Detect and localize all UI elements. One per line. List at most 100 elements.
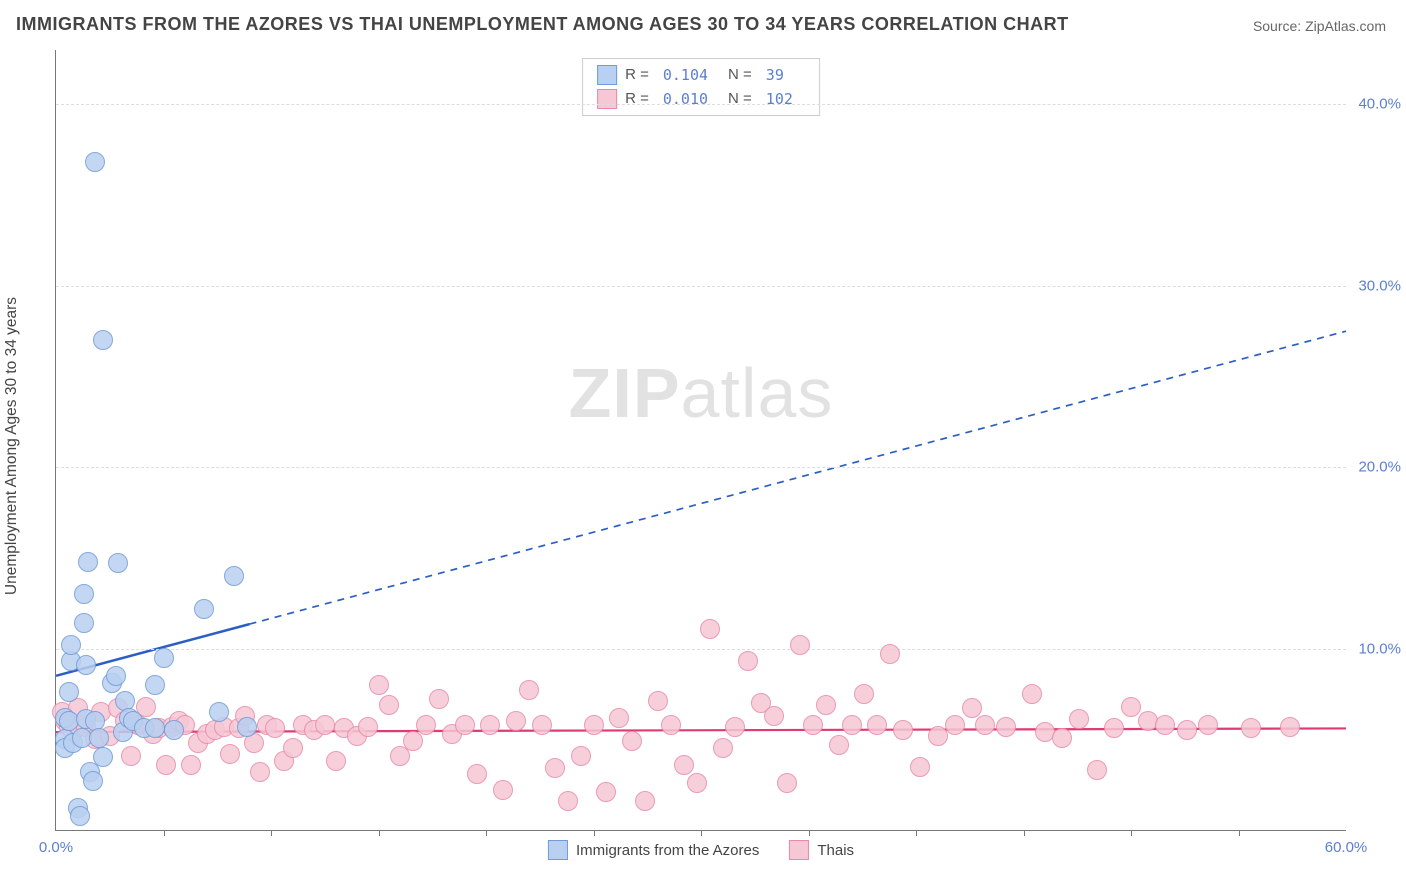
data-point: [121, 746, 141, 766]
xtick: [594, 830, 595, 836]
n-label: N =: [728, 87, 752, 111]
legend-label-2: Thais: [817, 842, 854, 859]
data-point: [416, 715, 436, 735]
data-point: [725, 717, 745, 737]
xtick: [271, 830, 272, 836]
ytick-label: 10.0%: [1351, 640, 1401, 657]
data-point: [108, 553, 128, 573]
xtick: [701, 830, 702, 836]
data-point: [250, 762, 270, 782]
data-point: [910, 757, 930, 777]
data-point: [558, 791, 578, 811]
data-point: [59, 682, 79, 702]
r-label: R =: [625, 87, 649, 111]
data-point: [506, 711, 526, 731]
xtick: [916, 830, 917, 836]
data-point: [713, 738, 733, 758]
source-label: Source: ZipAtlas.com: [1253, 18, 1386, 34]
data-point: [764, 706, 784, 726]
data-point: [893, 720, 913, 740]
data-point: [403, 731, 423, 751]
n-value: 102: [760, 87, 805, 111]
data-point: [532, 715, 552, 735]
n-value: 39: [760, 63, 796, 87]
data-point: [70, 806, 90, 826]
watermark-bold: ZIP: [569, 354, 681, 432]
data-point: [596, 782, 616, 802]
data-point: [975, 715, 995, 735]
data-point: [78, 552, 98, 572]
data-point: [164, 720, 184, 740]
data-point: [379, 695, 399, 715]
data-point: [519, 680, 539, 700]
r-value: 0.010: [657, 87, 720, 111]
data-point: [1052, 728, 1072, 748]
data-point: [194, 599, 214, 619]
data-point: [622, 731, 642, 751]
n-label: N =: [728, 63, 752, 87]
data-point: [867, 715, 887, 735]
r-label: R =: [625, 63, 649, 87]
xtick-label: 0.0%: [39, 839, 73, 856]
legend-item-1: Immigrants from the Azores: [548, 840, 759, 860]
xtick: [809, 830, 810, 836]
ytick-label: 20.0%: [1351, 459, 1401, 476]
data-point: [209, 702, 229, 722]
ytick-label: 40.0%: [1351, 96, 1401, 113]
data-point: [61, 635, 81, 655]
xtick: [379, 830, 380, 836]
r-value: 0.104: [657, 63, 720, 87]
data-point: [803, 715, 823, 735]
data-point: [145, 718, 165, 738]
data-point: [635, 791, 655, 811]
data-point: [1087, 760, 1107, 780]
data-point: [1241, 718, 1261, 738]
data-point: [945, 715, 965, 735]
watermark: ZIPatlas: [569, 353, 834, 433]
data-point: [156, 755, 176, 775]
data-point: [738, 651, 758, 671]
swatch-series-2: [597, 89, 617, 109]
data-point: [1104, 718, 1124, 738]
data-point: [106, 666, 126, 686]
data-point: [83, 771, 103, 791]
data-point: [480, 715, 500, 735]
data-point: [181, 755, 201, 775]
data-point: [996, 717, 1016, 737]
xtick: [486, 830, 487, 836]
data-point: [571, 746, 591, 766]
data-point: [687, 773, 707, 793]
xtick: [1131, 830, 1132, 836]
data-point: [493, 780, 513, 800]
data-point: [854, 684, 874, 704]
data-point: [842, 715, 862, 735]
data-point: [89, 728, 109, 748]
data-point: [283, 738, 303, 758]
data-point: [85, 152, 105, 172]
correlation-legend: R = 0.104 N = 39 R = 0.010 N = 102: [582, 58, 820, 116]
data-point: [74, 613, 94, 633]
data-point: [1022, 684, 1042, 704]
data-point: [93, 747, 113, 767]
xtick-label: 60.0%: [1325, 839, 1368, 856]
data-point: [154, 648, 174, 668]
data-point: [1121, 697, 1141, 717]
data-point: [93, 330, 113, 350]
data-point: [829, 735, 849, 755]
data-point: [326, 751, 346, 771]
data-point: [545, 758, 565, 778]
data-point: [661, 715, 681, 735]
data-point: [76, 655, 96, 675]
watermark-light: atlas: [681, 354, 834, 432]
data-point: [584, 715, 604, 735]
data-point: [224, 566, 244, 586]
chart-container: IMMIGRANTS FROM THE AZORES VS THAI UNEMP…: [0, 0, 1406, 892]
data-point: [790, 635, 810, 655]
data-point: [315, 715, 335, 735]
plot-area: ZIPatlas R = 0.104 N = 39 R = 0.010 N = …: [55, 50, 1346, 831]
data-point: [816, 695, 836, 715]
data-point: [1280, 717, 1300, 737]
legend-swatch-1: [548, 840, 568, 860]
legend-swatch-2: [789, 840, 809, 860]
data-point: [369, 675, 389, 695]
